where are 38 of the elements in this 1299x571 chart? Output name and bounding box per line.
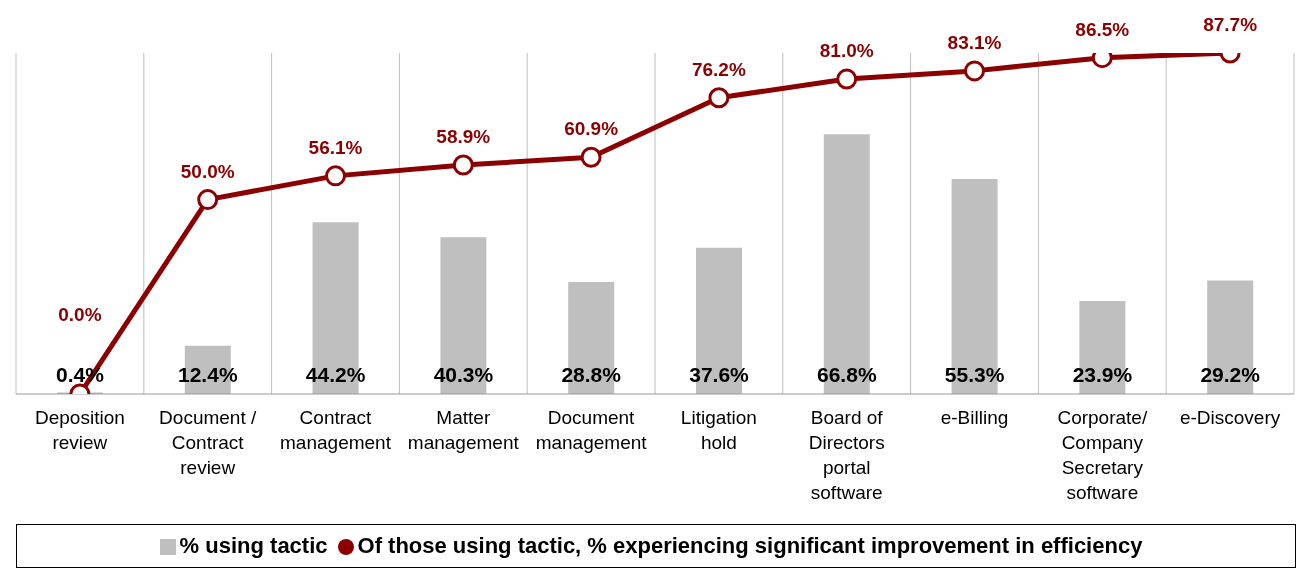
point: [452, 154, 474, 176]
data-label: 50.0%: [180, 160, 235, 182]
x-tick-label: Contract management: [280, 407, 392, 453]
data-label: 23.9%: [1072, 363, 1133, 386]
data-label: 37.6%: [689, 363, 750, 386]
data-label: 12.4%: [178, 363, 238, 386]
data-label: 66.8%: [817, 363, 877, 386]
x-tick-label: e-Billing: [940, 407, 1009, 428]
point: [836, 68, 858, 90]
data-label: 55.3%: [944, 363, 1005, 386]
point: [708, 87, 730, 109]
data-label: 58.9%: [436, 125, 491, 147]
data-label: 81.0%: [819, 40, 874, 62]
point: [197, 189, 219, 211]
x-tick-label: Corporate/ Company Secretary software: [1057, 407, 1148, 503]
data-label: 83.1%: [947, 31, 1002, 53]
x-tick-label: e-Discovery: [1179, 407, 1281, 428]
point: [325, 165, 346, 187]
point: [964, 60, 985, 82]
data-label: 29.2%: [1200, 363, 1261, 386]
data-label: 0.0%: [58, 304, 102, 325]
x-tick-label: Document / Contract review: [159, 407, 257, 478]
x-tick-label: Litigation hold: [680, 407, 757, 453]
data-label: 44.2%: [305, 363, 366, 386]
point: [580, 146, 602, 168]
x-tick-label: Board of Directors portal software: [808, 407, 885, 503]
data-label: 76.2%: [691, 58, 746, 80]
data-label: 40.3%: [433, 363, 494, 386]
x-tick-label: Document management: [535, 407, 648, 453]
data-label: 56.1%: [308, 136, 363, 158]
data-label: 28.8%: [561, 363, 622, 386]
legend-label: % using tactic: [179, 533, 328, 558]
data-label: 86.5%: [1075, 18, 1130, 40]
x-tick-label: Deposition review: [35, 407, 125, 453]
x-tick-label: Matter management: [407, 407, 520, 453]
data-label: 60.9%: [564, 118, 619, 140]
data-label: 87.7%: [1203, 14, 1258, 35]
legend-label: Of those using tactic, % experiencing significant improvement in efficiency: [357, 533, 1143, 558]
